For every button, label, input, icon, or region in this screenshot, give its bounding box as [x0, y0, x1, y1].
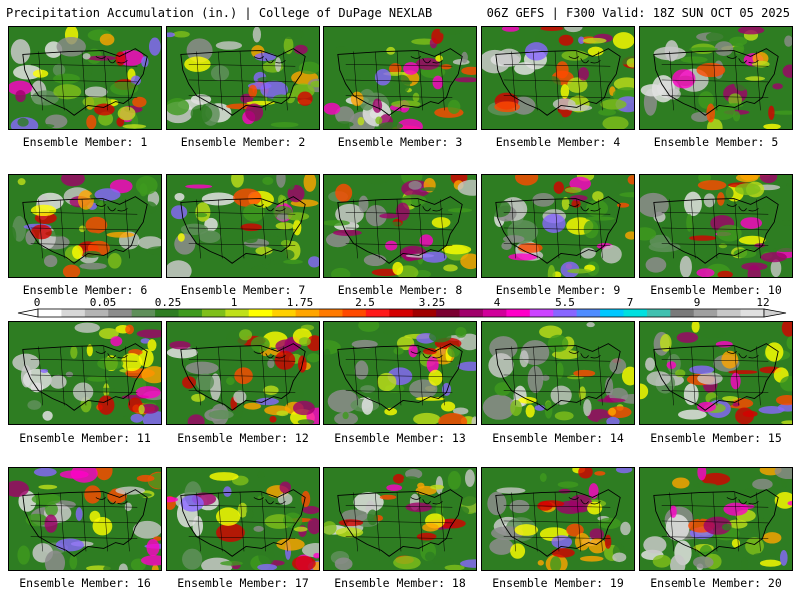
ensemble-member-label: Ensemble Member: 8 [337, 283, 463, 297]
ensemble-member-label: Ensemble Member: 14 [492, 431, 624, 445]
ensemble-member-label: Ensemble Member: 7 [180, 283, 306, 297]
colorbar-tick-label: 2.5 [355, 296, 375, 309]
ensemble-member-label: Ensemble Member: 6 [22, 283, 148, 297]
chart-title: Precipitation Accumulation (in.) | Colle… [6, 6, 433, 20]
colorbar-segment [178, 309, 203, 317]
colorbar-tick-label: 12 [756, 296, 770, 309]
ensemble-member-label: Ensemble Member: 15 [650, 431, 782, 445]
colorbar-segment [600, 309, 624, 317]
colorbar-segment [529, 309, 554, 317]
ensemble-member-label: Ensemble Member: 11 [19, 431, 151, 445]
colorbar-segment [272, 309, 297, 317]
colorbar-segment [576, 309, 601, 317]
ensemble-member-map [166, 321, 320, 425]
ensemble-member-label: Ensemble Member: 9 [495, 283, 621, 297]
colorbar-segment [225, 309, 250, 317]
colorbar-segment [389, 309, 414, 317]
ensemble-member-map [323, 174, 477, 278]
colorbar-tick-label: 0.25 [154, 296, 182, 309]
colorbar-tick-label: 9 [693, 296, 701, 309]
ensemble-member-label: Ensemble Member: 10 [650, 283, 782, 297]
colorbar-tick-label: 1.75 [286, 296, 314, 309]
ensemble-member-label: Ensemble Member: 18 [334, 576, 466, 590]
ensemble-member-map [8, 26, 162, 130]
colorbar-tick-label: 7 [626, 296, 634, 309]
colorbar-tick-label: 5.5 [555, 296, 575, 309]
colorbar-segment [717, 309, 742, 317]
colorbar-segment [61, 309, 86, 317]
colorbar-tick-label: 0.05 [89, 296, 117, 309]
ensemble-member-map [481, 174, 635, 278]
ensemble-member-map [639, 321, 793, 425]
ensemble-member-map [8, 174, 162, 278]
colorbar-segment [295, 309, 320, 317]
ensemble-member-map [166, 174, 320, 278]
ensemble-member-label: Ensemble Member: 13 [334, 431, 466, 445]
colorbar-segment [365, 309, 390, 317]
ensemble-member-map [481, 26, 635, 130]
colorbar-segment [108, 309, 133, 317]
colorbar-segment [482, 309, 507, 317]
colorbar-segment [459, 309, 484, 317]
ensemble-member-label: Ensemble Member: 4 [495, 135, 621, 149]
colorbar-segment [646, 309, 671, 317]
colorbar-segment [623, 309, 648, 317]
ensemble-member-map [8, 467, 162, 571]
colorbar-segment [248, 309, 273, 317]
ensemble-member-map [323, 467, 477, 571]
colorbar-segment [670, 309, 695, 317]
colorbar-segment [693, 309, 718, 317]
colorbar-segment [553, 309, 578, 317]
ensemble-member-map [481, 467, 635, 571]
ensemble-member-map [166, 26, 320, 130]
colorbar-segment [342, 309, 367, 317]
colorbar-segment [319, 309, 343, 317]
colorbar-segment [201, 309, 226, 317]
ensemble-member-map [8, 321, 162, 425]
ensemble-member-map [166, 467, 320, 571]
ensemble-member-map [639, 26, 793, 130]
run-valid-time: 06Z GEFS | F300 Valid: 18Z SUN OCT 05 20… [486, 6, 790, 20]
colorbar-segment [436, 309, 461, 317]
colorbar-segment [131, 309, 156, 317]
colorbar-segment [84, 309, 109, 317]
colorbar-segment [740, 309, 765, 317]
colorbar-tick-label: 4 [493, 296, 501, 309]
ensemble-member-label: Ensemble Member: 2 [180, 135, 306, 149]
colorbar-segment [155, 309, 180, 317]
colorbar-tick-label: 3.25 [418, 296, 446, 309]
ensemble-member-label: Ensemble Member: 19 [492, 576, 624, 590]
colorbar-segment [38, 309, 62, 317]
ensemble-member-label: Ensemble Member: 20 [650, 576, 782, 590]
colorbar [17, 308, 787, 318]
ensemble-member-label: Ensemble Member: 3 [337, 135, 463, 149]
ensemble-member-map [323, 26, 477, 130]
colorbar-tick-label: 0 [33, 296, 41, 309]
colorbar-max-arrow [763, 308, 787, 318]
colorbar-tick-label: 1 [230, 296, 238, 309]
colorbar-segment [412, 309, 437, 317]
colorbar-segment [506, 309, 531, 317]
colorbar-min-arrow [17, 308, 39, 318]
ensemble-member-map [481, 321, 635, 425]
ensemble-member-label: Ensemble Member: 17 [177, 576, 309, 590]
ensemble-member-label: Ensemble Member: 16 [19, 576, 151, 590]
ensemble-member-map [323, 321, 477, 425]
ensemble-member-label: Ensemble Member: 1 [22, 135, 148, 149]
ensemble-member-label: Ensemble Member: 5 [653, 135, 779, 149]
ensemble-member-map [639, 174, 793, 278]
ensemble-member-map [639, 467, 793, 571]
ensemble-member-label: Ensemble Member: 12 [177, 431, 309, 445]
